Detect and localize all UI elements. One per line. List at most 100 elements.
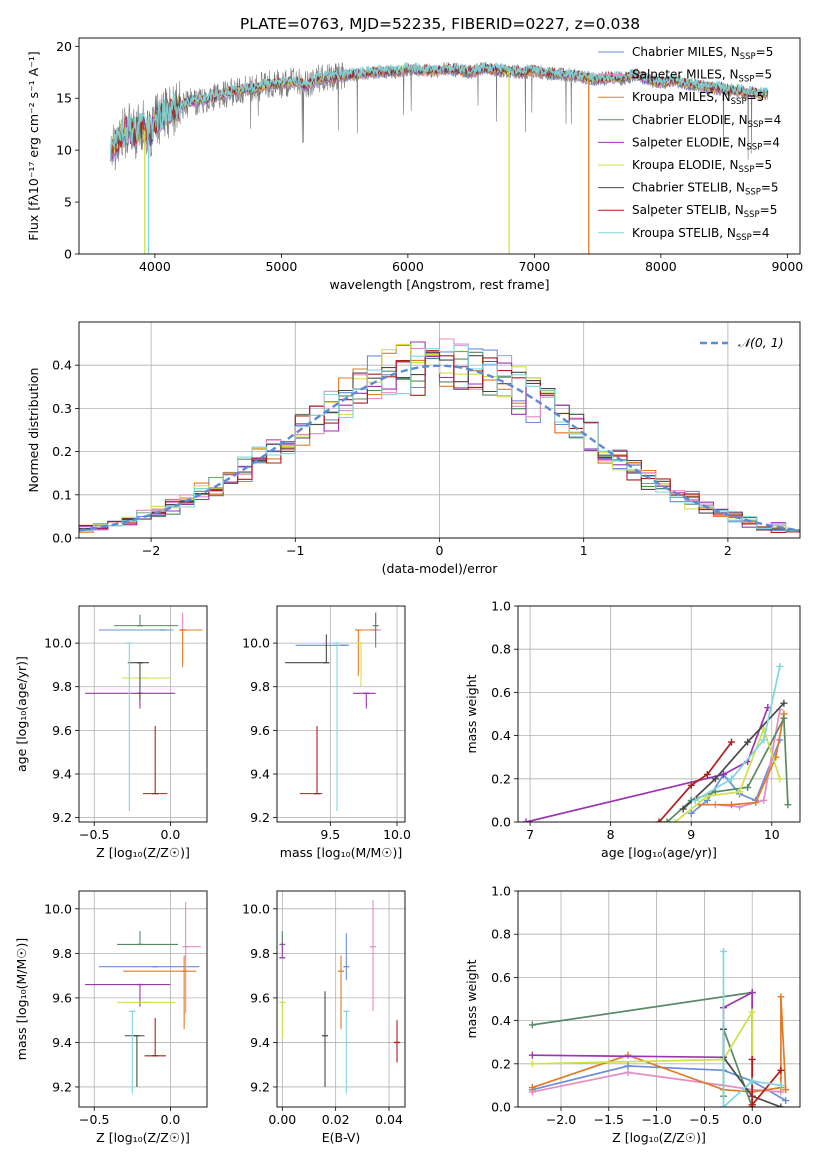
x-tick-label: −2.0 — [546, 1112, 576, 1127]
y-tick-label: 10.0 — [242, 901, 270, 916]
legend-entry-subscript: SSP — [748, 120, 764, 130]
errorbar-plot-area — [85, 612, 203, 812]
y-tick-label: 1.0 — [491, 884, 511, 899]
legend-entry-label: Salpeter STELIB, N — [632, 203, 744, 217]
mass-weight-series — [528, 1008, 756, 1107]
mass-weight-line — [532, 1008, 754, 1105]
mass-weight-marker — [776, 775, 784, 783]
y-tick-label: 9.6 — [250, 723, 270, 738]
errorbar-point — [370, 899, 376, 1012]
y-tick-label: 5 — [64, 195, 72, 210]
legend-entry: Kroupa ELODIE, NSSP=5 — [632, 158, 772, 175]
mass-weight-marker — [719, 770, 727, 778]
errorbar-point — [144, 1017, 166, 1057]
legend-entry-subscript: SSP — [739, 165, 755, 175]
mass-weight-marker — [691, 796, 699, 804]
legend-entry-label: Chabrier ELODIE, N — [632, 113, 748, 127]
x-axis-label: age [log₁₀(age/yr)] — [601, 845, 717, 860]
mass-weight-marker — [736, 788, 744, 796]
mass-weight-marker — [752, 799, 760, 807]
y-axis-label: Normed distribution — [26, 368, 41, 493]
legend-entry-subscript: SSP — [746, 142, 762, 152]
errorbar-point — [285, 634, 330, 664]
axes-frame — [78, 605, 208, 823]
x-tick-label: 7 — [526, 827, 534, 842]
residual-histogram-panel: −2 −1 0 1 2 0.0 0.1 0.2 0.3 0.4 (data-model)/error… — [26, 321, 801, 576]
x-tick-label: 4000 — [139, 259, 171, 274]
y-tick-label: 0.0 — [491, 815, 511, 830]
errorbar-point — [182, 902, 201, 1014]
x-tick-label: −0.5 — [79, 827, 109, 842]
mass-weight-line — [690, 739, 781, 815]
x-tick-label: −1 — [286, 543, 304, 558]
legend-entry: Salpeter MILES, NSSP=5 — [632, 68, 772, 85]
mass-weight-line — [682, 702, 785, 810]
y-tick-label: 0.0 — [491, 1100, 511, 1115]
histogram-step-line — [79, 345, 800, 532]
x-tick-label: −1.5 — [594, 1112, 624, 1127]
y-tick-label: 9.2 — [250, 810, 270, 825]
legend-entry-label: Salpeter MILES, N — [632, 68, 739, 82]
y-tick-label: 0.3 — [52, 401, 72, 416]
errorbar-point — [353, 692, 376, 709]
mass-weight-marker — [784, 801, 792, 809]
errorbar-point — [127, 662, 150, 700]
mass-weight-marker — [748, 989, 756, 997]
normal-reference-curve — [79, 364, 800, 532]
mass-vs-metallicity-panel: −0.5 0.0 9.2 9.4 9.6 9.8 10.0 Z [log₁₀(Z/Z☉)] ma… — [14, 890, 208, 1145]
mass-weight-series — [663, 714, 792, 822]
y-tick-label: 0.4 — [491, 1013, 511, 1028]
mass-weight-plot-area — [522, 662, 792, 822]
mass-weight-marker — [624, 1068, 632, 1076]
y-tick-label: 9.6 — [250, 990, 270, 1005]
legend-entry-subscript: SSP — [744, 210, 760, 220]
legend-entry-count: =5 — [754, 158, 772, 172]
x-tick-label: 8000 — [645, 259, 677, 274]
y-tick-label: 10.0 — [44, 901, 72, 916]
mass-weight-marker — [760, 736, 768, 744]
x-tick-label: 6000 — [392, 259, 424, 274]
legend-entry-subscript: SSP — [736, 233, 752, 243]
y-tick-label: 9.2 — [250, 1079, 270, 1094]
legend-entry: Salpeter ELODIE, NSSP=4 — [632, 135, 780, 152]
histogram-plot-area — [79, 338, 800, 533]
mass-weight-marker — [728, 801, 736, 809]
errorbar-point — [354, 642, 364, 687]
y-tick-label: 0.2 — [52, 444, 72, 459]
errorbar-point — [299, 726, 323, 795]
x-tick-label: 10.0 — [383, 827, 411, 842]
mass-weight-marker — [780, 699, 788, 707]
legend-entry-count: =4 — [762, 135, 780, 149]
y-axis-label: mass weight — [464, 959, 479, 1038]
y-axis-label: mass [log₁₀(M/M☉)] — [14, 938, 29, 1060]
errorbar-point — [343, 1010, 350, 1094]
mass-weight-marker — [748, 1055, 756, 1063]
y-tick-label: 1.0 — [491, 599, 511, 614]
mass-weight-marker — [777, 1103, 785, 1107]
legend-entry-count: =5 — [747, 90, 765, 104]
x-tick-label: 0.0 — [160, 827, 180, 842]
x-tick-label: −1.0 — [641, 1112, 671, 1127]
mass-weight-series — [720, 947, 785, 1107]
mass-weight-line — [525, 707, 769, 822]
errorbar-point — [279, 942, 286, 959]
x-tick-label: 8 — [607, 827, 615, 842]
y-tick-label: 0.2 — [491, 1056, 511, 1071]
mass-weight-marker — [776, 662, 784, 670]
mass-weight-marker — [744, 783, 752, 791]
y-tick-label: 0.8 — [491, 642, 511, 657]
mass-weight-marker — [780, 714, 788, 722]
legend-entry-label: Chabrier MILES, N — [632, 45, 740, 59]
mass-weight-line — [532, 991, 754, 1107]
mass-weight-marker — [748, 1008, 756, 1016]
x-tick-label: −2 — [142, 543, 160, 558]
x-tick-label: 2 — [724, 543, 732, 558]
mass-weight-marker — [624, 1051, 632, 1059]
age-vs-metallicity-panel: −0.5 0.0 9.2 9.4 9.6 9.8 10.0 Z [log₁₀(Z/Z☉)] ag… — [14, 605, 208, 860]
errorbar-point — [334, 642, 340, 812]
y-tick-label: 0.0 — [52, 531, 72, 546]
errorbar-point — [179, 629, 203, 668]
errorbar-point — [355, 629, 376, 676]
y-tick-label: 9.8 — [250, 946, 270, 961]
mass-weight-marker — [528, 1084, 536, 1092]
